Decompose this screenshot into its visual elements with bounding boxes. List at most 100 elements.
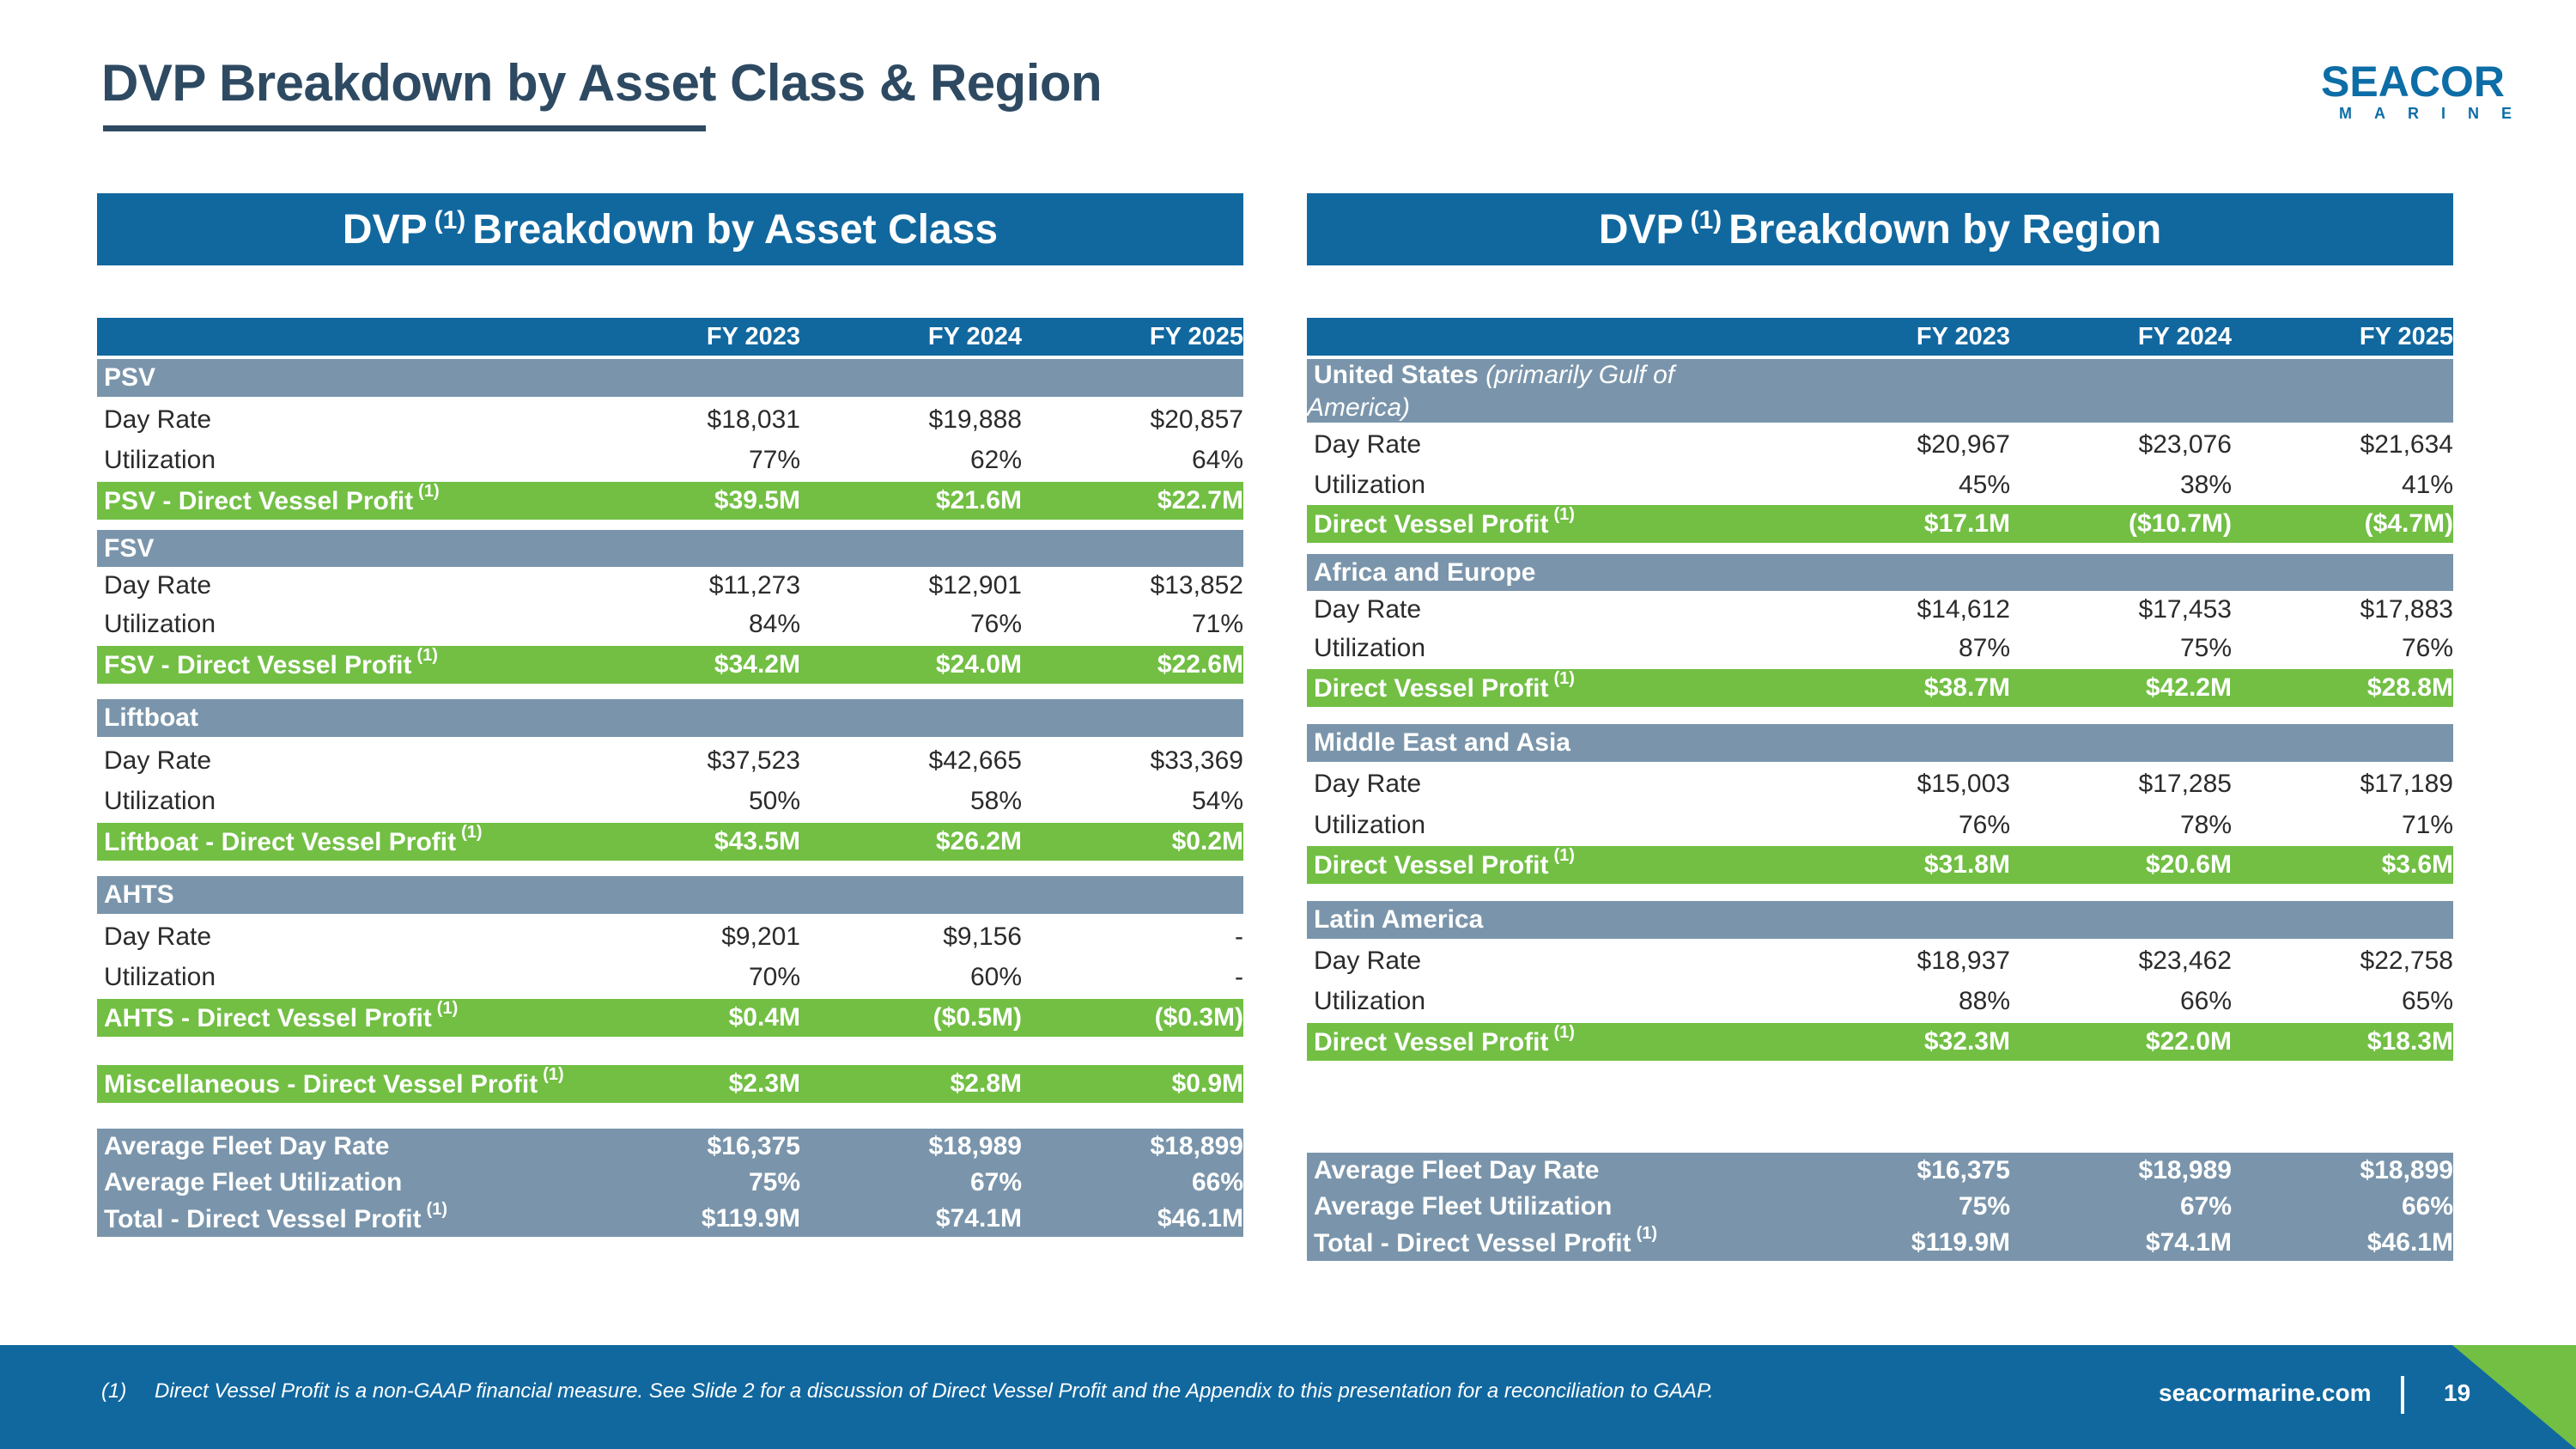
profit-label: AHTS - Direct Vessel Profit [104,1004,432,1032]
table-row: Day Rate $18,031 $19,888 $20,857 [97,401,1243,439]
row-label: Day Rate [1314,770,1422,798]
footnote-marker: (1) [1553,669,1575,688]
row-label: Day Rate [104,405,212,434]
cell: $38.7M [1923,673,2010,702]
profit-label: Liftboat - Direct Vessel Profit [104,828,457,856]
footer-bar: (1) Direct Vessel Profit is a non-GAAP f… [0,1345,2576,1449]
profit-label: Direct Vessel Profit [1314,674,1549,703]
col-fy2024: FY 2024 [927,322,1022,350]
row-label: Utilization [104,610,216,638]
website-link[interactable]: seacormarine.com [2159,1379,2372,1406]
profit-row-united-states: Direct Vessel Profit (1) $17.1M ($10.7M) … [1307,505,2453,543]
footnote-marker: (1) [1553,505,1575,524]
cell: $18,989 [928,1132,1022,1160]
cell: ($10.7M) [2128,509,2232,538]
footnote-marker: (1) [1636,1224,1658,1243]
page-title: DVP Breakdown by Asset Class & Region [101,54,1103,112]
region-panel-header: DVP (1) Breakdown by Region [1307,193,2453,265]
cell: $16,375 [1917,1156,2010,1184]
footnote-marker: (1) [426,1200,448,1219]
profit-label: PSV - Direct Vessel Profit [104,487,414,515]
cell: $14,612 [1917,595,2010,624]
cell: $21,634 [2360,430,2453,459]
cell: $9,156 [943,922,1022,951]
cell: 84% [748,610,800,638]
page-number: 19 [2444,1379,2471,1406]
row-label: Utilization [1314,471,1426,499]
cell: $22.7M [1157,486,1243,514]
cell: $17.1M [1923,509,2010,538]
cell: $0.2M [1171,827,1243,855]
region-name: United States [1314,361,1479,389]
section-row-psv: PSV [97,359,1243,397]
cell: $37,523 [707,746,800,775]
table-row: Utilization 50% 58% 54% [97,782,1243,820]
cell: $46.1M [1157,1204,1243,1233]
cell: $42.2M [2145,673,2232,702]
cell: $12,901 [928,571,1022,600]
profit-label: Direct Vessel Profit [1314,1028,1549,1056]
table-row: Utilization 45% 38% 41% [1307,466,2453,504]
row-label: Utilization [104,446,216,474]
row-label: Liftboat - Direct Vessel Profit (1) [97,823,579,857]
cell: - [1235,922,1243,951]
footnote-marker: (1) [416,646,438,665]
row-label: Total - Direct Vessel Profit (1) [97,1200,579,1234]
cell: 64% [1191,446,1243,474]
cell: $23,462 [2138,947,2232,975]
column-header-row: FY 2023 FY 2024 FY 2025 [97,318,1243,356]
title-underline [103,125,706,131]
summary-row-day-rate: Average Fleet Day Rate $16,375 $18,989 $… [97,1129,1243,1165]
cell: $0.4M [728,1003,800,1032]
cell: $22.0M [2145,1027,2232,1056]
table-row: Utilization 87% 75% 76% [1307,630,2453,667]
row-label: Average Fleet Utilization [104,1168,403,1196]
total-label: Total - Direct Vessel Profit [1314,1229,1631,1257]
total-label: Total - Direct Vessel Profit [104,1205,422,1233]
section-label: Africa and Europe [1314,558,1536,587]
footer-divider [2401,1376,2404,1414]
header-title: Breakdown by Region [1728,206,2162,253]
table-row: Utilization 70% 60% - [97,959,1243,996]
cell: $46.1M [2366,1228,2453,1257]
footnote-marker: (1) [436,999,459,1018]
cell: $33,369 [1150,746,1243,775]
row-label: Day Rate [104,922,212,951]
footnote: (1) Direct Vessel Profit is a non-GAAP f… [101,1379,1714,1403]
row-label: Direct Vessel Profit (1) [1307,846,1789,880]
region-note: (primarily Gulf of America) [1307,361,1675,422]
table-row: Utilization 77% 62% 64% [97,441,1243,479]
cell: 41% [2401,471,2453,499]
cell: 78% [2179,811,2232,839]
cell: $42,665 [928,746,1022,775]
cell: 76% [2401,634,2453,662]
cell: $18.3M [2366,1027,2453,1056]
footnote-marker: (1) [434,206,466,234]
footnote-marker: (1) [461,823,483,842]
section-row-latin-america: Latin America [1307,901,2453,939]
row-label: Utilization [104,963,216,991]
cell: 67% [2179,1192,2232,1221]
row-label: Direct Vessel Profit (1) [1307,669,1789,703]
footer-corner-triangle [2452,1345,2576,1449]
profit-row-psv: PSV - Direct Vessel Profit (1) $39.5M $21… [97,482,1243,520]
header-title: Breakdown by Asset Class [472,206,999,253]
row-label: Utilization [104,787,216,815]
row-label: Miscellaneous - Direct Vessel Profit (1) [97,1065,579,1099]
cell: 58% [969,787,1022,815]
profit-row-africa-europe: Direct Vessel Profit (1) $38.7M $42.2M $2… [1307,669,2453,707]
cell: $13,852 [1150,571,1243,600]
col-fy2025: FY 2025 [2359,322,2453,350]
footnote-marker: (1) [1553,846,1575,865]
cell: $22.6M [1157,650,1243,679]
cell: $17,189 [2360,770,2453,798]
footnote-number: (1) [101,1379,127,1403]
cell: $17,285 [2138,770,2232,798]
cell: $31.8M [1923,850,2010,879]
footnote-marker: (1) [1553,1023,1575,1042]
summary-row-utilization: Average Fleet Utilization 75% 67% 66% [1307,1189,2453,1225]
row-label: Average Fleet Utilization [1314,1192,1613,1221]
cell: 65% [2401,987,2453,1015]
profit-label: Miscellaneous - Direct Vessel Profit [104,1070,538,1099]
section-label: Middle East and Asia [1314,728,1571,757]
